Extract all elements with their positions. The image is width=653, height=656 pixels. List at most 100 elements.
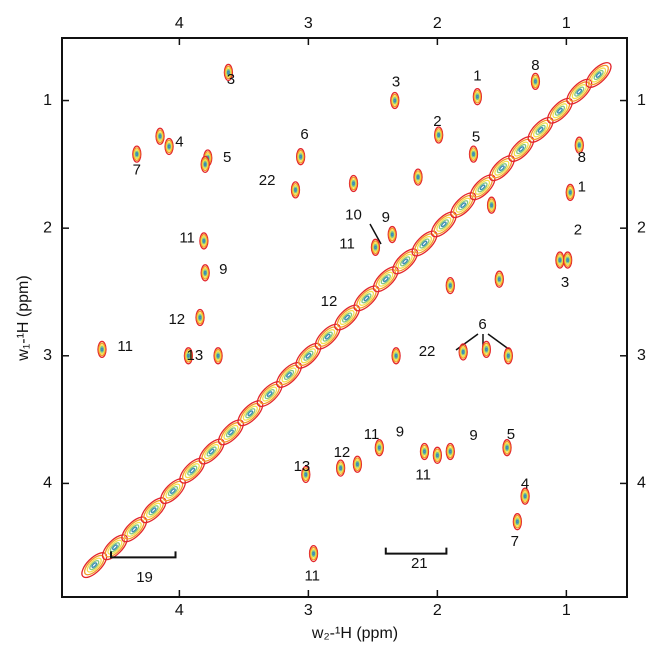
contour [354, 459, 361, 470]
x-tick-label: 2 [433, 15, 442, 32]
contour [131, 526, 138, 533]
y-tick-label: 4 [637, 475, 646, 492]
peak-label: 5 [472, 129, 480, 146]
contour [220, 422, 242, 443]
contour [446, 278, 455, 293]
peak-label: 6 [478, 316, 486, 333]
contour [513, 141, 529, 157]
contour [197, 312, 203, 323]
contour [446, 444, 455, 459]
contour [297, 151, 304, 162]
y-tick-label: 3 [637, 347, 646, 364]
contour [448, 449, 452, 454]
bracket [384, 547, 448, 555]
contour [214, 348, 222, 363]
contour [585, 62, 612, 89]
peak-label: 21 [411, 555, 428, 572]
peak-label: 1 [473, 67, 481, 84]
contour [533, 77, 538, 85]
peak-label: 9 [396, 423, 404, 440]
contour [512, 513, 523, 531]
contour [392, 97, 397, 105]
contour [264, 388, 275, 400]
contour [202, 159, 209, 170]
peak-label: 8 [531, 57, 539, 74]
contour [508, 136, 535, 163]
contour [416, 235, 433, 252]
contour [577, 143, 581, 148]
x-tick-label: 4 [175, 15, 184, 32]
contour [472, 88, 483, 106]
contour [157, 132, 163, 140]
contour [286, 372, 292, 378]
contour [337, 462, 344, 474]
contour [491, 157, 513, 179]
contour [371, 240, 380, 255]
peak-label: 2 [574, 222, 582, 239]
contour [461, 348, 466, 356]
contour [296, 149, 305, 164]
contour [532, 76, 539, 87]
contour [576, 140, 583, 151]
peak-label: 6 [300, 126, 308, 143]
contour [372, 266, 399, 293]
contour [376, 442, 383, 453]
contour [98, 342, 106, 357]
contour [388, 227, 396, 242]
contour [486, 196, 497, 214]
contour [134, 150, 139, 158]
contour [304, 472, 308, 477]
contour [527, 116, 554, 143]
peak-label: 13 [187, 347, 204, 364]
contour [228, 429, 234, 436]
contour [302, 467, 310, 482]
contour [339, 309, 355, 326]
contour [563, 253, 572, 267]
contour [472, 177, 493, 198]
contour [203, 162, 207, 167]
contour [375, 268, 397, 290]
contour [206, 446, 217, 457]
contour [591, 67, 607, 83]
contour [334, 304, 361, 331]
contour [167, 485, 179, 497]
contour [564, 254, 571, 266]
contour [166, 142, 172, 151]
contour [200, 264, 210, 282]
peak-label: 22 [259, 172, 276, 189]
contour [389, 229, 396, 240]
contour [380, 274, 391, 285]
contour [566, 78, 593, 105]
contour [593, 69, 604, 81]
contour [472, 152, 475, 157]
contour [563, 251, 573, 269]
contour [310, 548, 317, 559]
contour [473, 89, 482, 104]
contour [198, 315, 202, 320]
contour [223, 424, 239, 440]
contour [574, 86, 585, 97]
contour [86, 557, 102, 573]
contour [419, 238, 430, 249]
x-axis-label: w₂-¹H (ppm) [311, 625, 398, 642]
contour [432, 446, 443, 464]
contour [393, 98, 397, 103]
contour [317, 326, 339, 347]
contour [156, 129, 164, 144]
contour [197, 313, 203, 322]
contour [195, 308, 205, 327]
contour [394, 251, 416, 272]
x-tick-label: 1 [562, 602, 571, 619]
contour [521, 489, 529, 504]
contour [352, 455, 363, 473]
contour [505, 445, 509, 450]
contour [203, 270, 207, 275]
contour [225, 67, 232, 78]
contour [415, 173, 421, 181]
contour [450, 192, 477, 219]
contour [503, 347, 513, 365]
contour [198, 438, 225, 465]
x-tick-label: 2 [433, 602, 442, 619]
contour [158, 134, 162, 139]
contour [295, 148, 306, 166]
